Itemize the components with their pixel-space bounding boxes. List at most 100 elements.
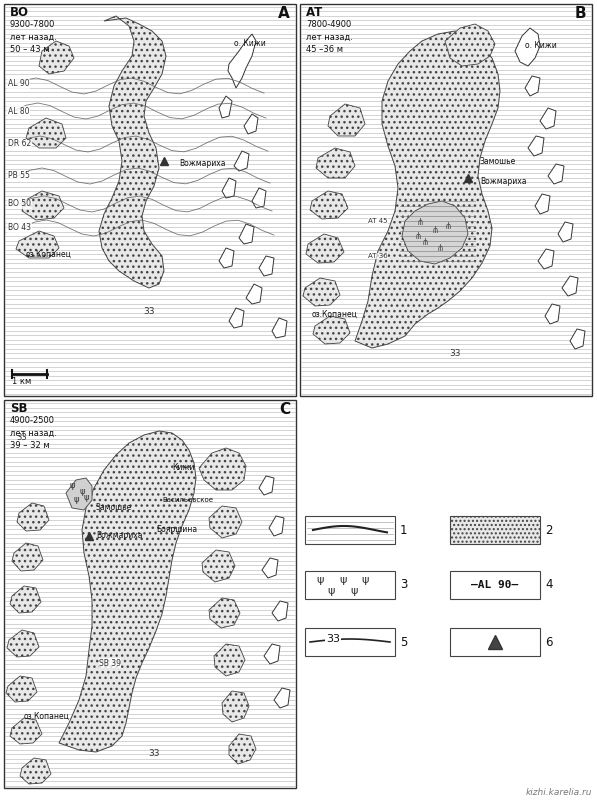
Bar: [4, 400, 296, 788]
Text: В: В: [574, 6, 586, 21]
Text: Кижи: Кижи: [172, 463, 195, 473]
Text: DR 62: DR 62: [8, 139, 31, 149]
Text: 33: 33: [450, 350, 461, 358]
Polygon shape: [214, 644, 245, 676]
Text: о. Кижи: о. Кижи: [525, 42, 557, 50]
Bar: [450, 628, 540, 656]
Text: Вожмариха: Вожмариха: [179, 158, 226, 167]
Polygon shape: [402, 201, 468, 264]
Text: AL 90: AL 90: [8, 79, 30, 89]
Polygon shape: [202, 550, 235, 582]
Text: ψ: ψ: [316, 575, 324, 585]
Polygon shape: [12, 543, 43, 571]
Text: 7800-4900
лет назад.
45 –36 м: 7800-4900 лет назад. 45 –36 м: [306, 20, 353, 54]
Polygon shape: [10, 718, 42, 744]
Text: Замошье: Замошье: [96, 503, 133, 513]
Text: ψ: ψ: [432, 223, 438, 233]
Polygon shape: [274, 688, 290, 708]
Text: ψ: ψ: [69, 482, 75, 490]
Text: 1: 1: [400, 523, 408, 537]
Text: ψ: ψ: [339, 575, 347, 585]
Text: оз.Копанец: оз.Копанец: [26, 250, 72, 258]
Text: АТ: АТ: [306, 6, 323, 19]
Polygon shape: [259, 256, 274, 276]
Polygon shape: [558, 222, 573, 242]
Polygon shape: [17, 503, 49, 531]
Text: BO 43: BO 43: [8, 223, 31, 233]
Text: Замошье: Замошье: [480, 157, 516, 166]
Polygon shape: [545, 304, 560, 324]
Polygon shape: [535, 194, 550, 214]
Polygon shape: [525, 76, 540, 96]
Bar: [450, 516, 540, 544]
Text: 5: 5: [400, 635, 407, 649]
Text: ψ: ψ: [327, 586, 335, 596]
Polygon shape: [16, 231, 59, 258]
Polygon shape: [20, 758, 51, 784]
Text: ψ: ψ: [79, 486, 85, 495]
Polygon shape: [528, 136, 544, 156]
Text: А: А: [278, 6, 290, 21]
Polygon shape: [219, 96, 232, 118]
Polygon shape: [239, 224, 254, 244]
Text: Вожмариха: Вожмариха: [96, 531, 143, 541]
Text: –AL 90–: –AL 90–: [472, 580, 519, 590]
Polygon shape: [272, 601, 288, 621]
Polygon shape: [316, 148, 355, 178]
Polygon shape: [264, 644, 280, 664]
Text: ВО: ВО: [10, 6, 29, 19]
Text: о. Кижи: о. Кижи: [234, 39, 266, 49]
Text: PB 55: PB 55: [8, 171, 30, 181]
Polygon shape: [562, 276, 578, 296]
Polygon shape: [548, 164, 564, 184]
Polygon shape: [199, 448, 246, 490]
Text: 6: 6: [545, 635, 552, 649]
Text: SB 39: SB 39: [99, 658, 121, 667]
Polygon shape: [99, 16, 166, 288]
Text: 1 км: 1 км: [12, 377, 31, 386]
Text: kizhi.karelia.ru: kizhi.karelia.ru: [525, 788, 592, 797]
Polygon shape: [59, 431, 196, 752]
Text: ψ: ψ: [416, 230, 420, 238]
Text: ψ: ψ: [361, 575, 369, 585]
Text: ψ: ψ: [445, 219, 451, 229]
Text: ψ: ψ: [73, 495, 79, 505]
Text: 33: 33: [148, 749, 160, 758]
Text: 4: 4: [545, 578, 552, 591]
Polygon shape: [313, 316, 350, 344]
Polygon shape: [39, 41, 74, 74]
Polygon shape: [538, 249, 554, 269]
Polygon shape: [219, 248, 234, 268]
Text: ψ: ψ: [423, 237, 427, 246]
Text: оз.Копанец: оз.Копанец: [24, 711, 70, 721]
Polygon shape: [515, 28, 540, 66]
Polygon shape: [269, 516, 284, 536]
Polygon shape: [306, 234, 344, 263]
Text: BO 50: BO 50: [8, 199, 31, 209]
Polygon shape: [262, 558, 278, 578]
Polygon shape: [244, 114, 258, 134]
Text: ψ: ψ: [438, 242, 442, 250]
Polygon shape: [26, 118, 66, 148]
Polygon shape: [229, 308, 244, 328]
Text: Бояршина: Бояршина: [156, 526, 197, 534]
Text: Вожмариха: Вожмариха: [480, 177, 527, 186]
Text: SB: SB: [10, 402, 27, 415]
Polygon shape: [445, 24, 495, 66]
Polygon shape: [310, 191, 348, 219]
Text: ψ: ψ: [417, 217, 423, 226]
Bar: [450, 571, 540, 599]
Text: Васильевское: Васильевское: [162, 497, 213, 503]
Text: 33: 33: [326, 634, 340, 644]
Polygon shape: [7, 630, 39, 657]
Text: 9300-7800
лет назад.
50 – 43 м: 9300-7800 лет назад. 50 – 43 м: [10, 20, 57, 54]
Polygon shape: [10, 586, 41, 613]
Polygon shape: [222, 691, 249, 722]
Text: AT 36: AT 36: [368, 253, 387, 259]
Polygon shape: [209, 598, 240, 628]
Polygon shape: [234, 151, 249, 171]
Bar: [4, 4, 296, 396]
Polygon shape: [246, 284, 262, 304]
Polygon shape: [66, 478, 92, 510]
Polygon shape: [252, 188, 266, 208]
